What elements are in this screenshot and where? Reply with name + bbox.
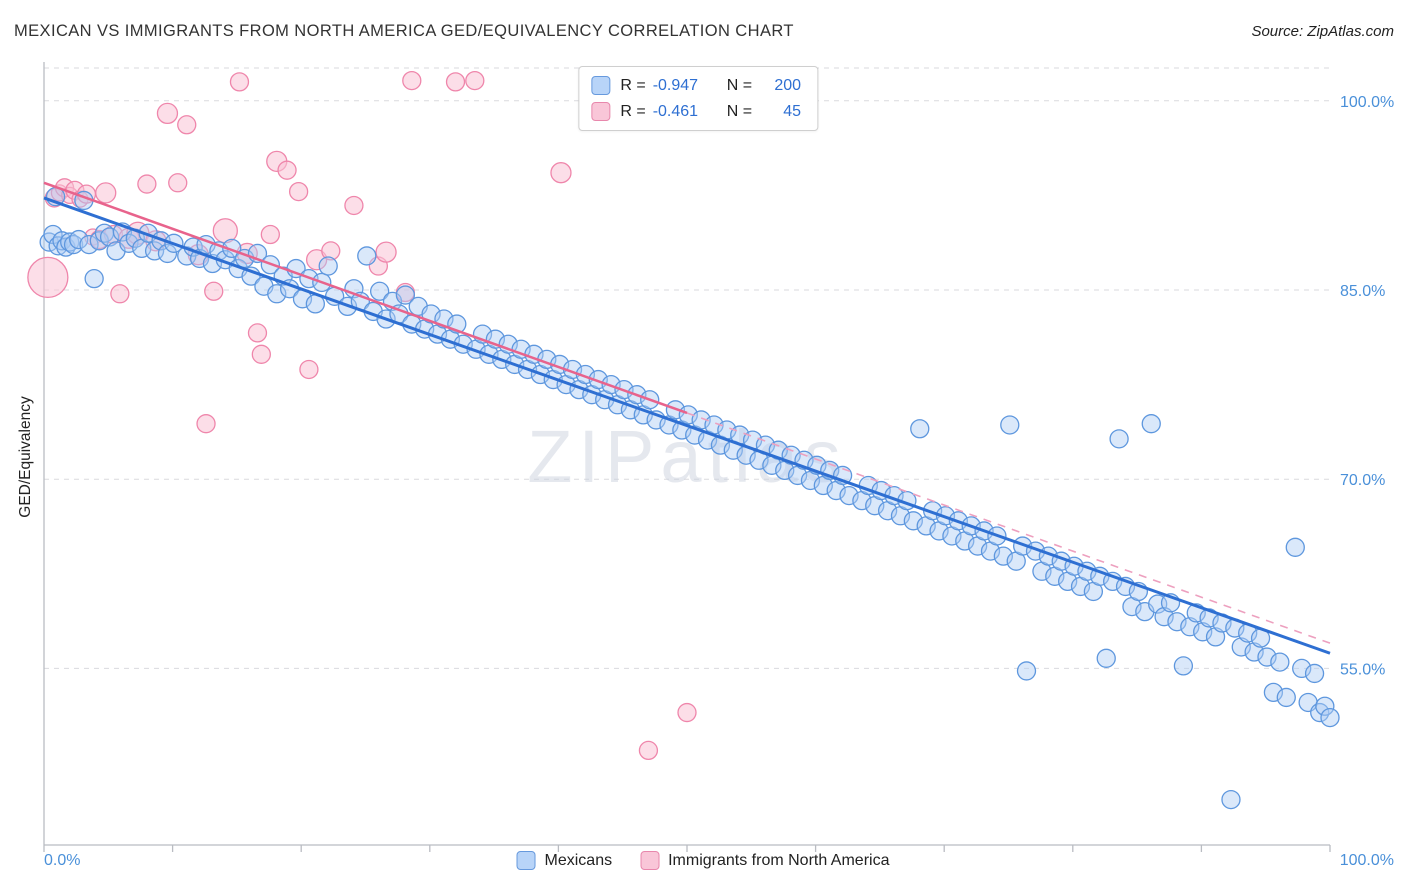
mexicans-swatch [591, 76, 611, 95]
n-value-immigrants: 45 [783, 102, 802, 120]
svg-text:70.0%: 70.0% [1340, 472, 1385, 489]
r-label: R = [620, 76, 646, 94]
chart-title: MEXICAN VS IMMIGRANTS FROM NORTH AMERICA… [14, 22, 794, 40]
source-link[interactable]: Source: ZipAtlas.com [1251, 23, 1394, 40]
immigrants-legend-label: Immigrants from North America [668, 851, 890, 869]
legend-item-mexicans: Mexicans [516, 851, 613, 870]
r-value-mexicans: -0.947 [652, 76, 699, 94]
legend-item-immigrants: Immigrants from North America [640, 851, 889, 870]
mexicans-legend-swatch [516, 851, 536, 870]
y-axis-label: GED/Equivalency [17, 396, 34, 518]
x-axis-min-label: 0.0% [44, 852, 81, 869]
mexicans-legend-label: Mexicans [544, 851, 613, 869]
r-label: R = [620, 102, 646, 120]
immigrants-legend-swatch [640, 851, 660, 870]
immigrants-swatch [591, 102, 611, 121]
legend-row-immigrants: R = -0.461 N = 45 [591, 102, 801, 121]
r-value-immigrants: -0.461 [652, 102, 699, 120]
n-value-mexicans: 200 [774, 76, 802, 94]
x-axis-max-label: 100.0% [1339, 852, 1394, 869]
svg-text:ZIPatlas: ZIPatlas [527, 415, 846, 498]
n-label: N = [726, 76, 753, 94]
svg-text:55.0%: 55.0% [1340, 661, 1385, 678]
legend-row-mexicans: R = -0.947 N = 200 [591, 76, 801, 95]
n-label: N = [726, 102, 753, 120]
legend-box: R = -0.947 N = 200 R = -0.461 N = 45 [578, 66, 819, 131]
series-legend: Mexicans Immigrants from North America [516, 851, 889, 870]
svg-text:85.0%: 85.0% [1340, 283, 1385, 300]
svg-text:100.0%: 100.0% [1340, 94, 1394, 111]
